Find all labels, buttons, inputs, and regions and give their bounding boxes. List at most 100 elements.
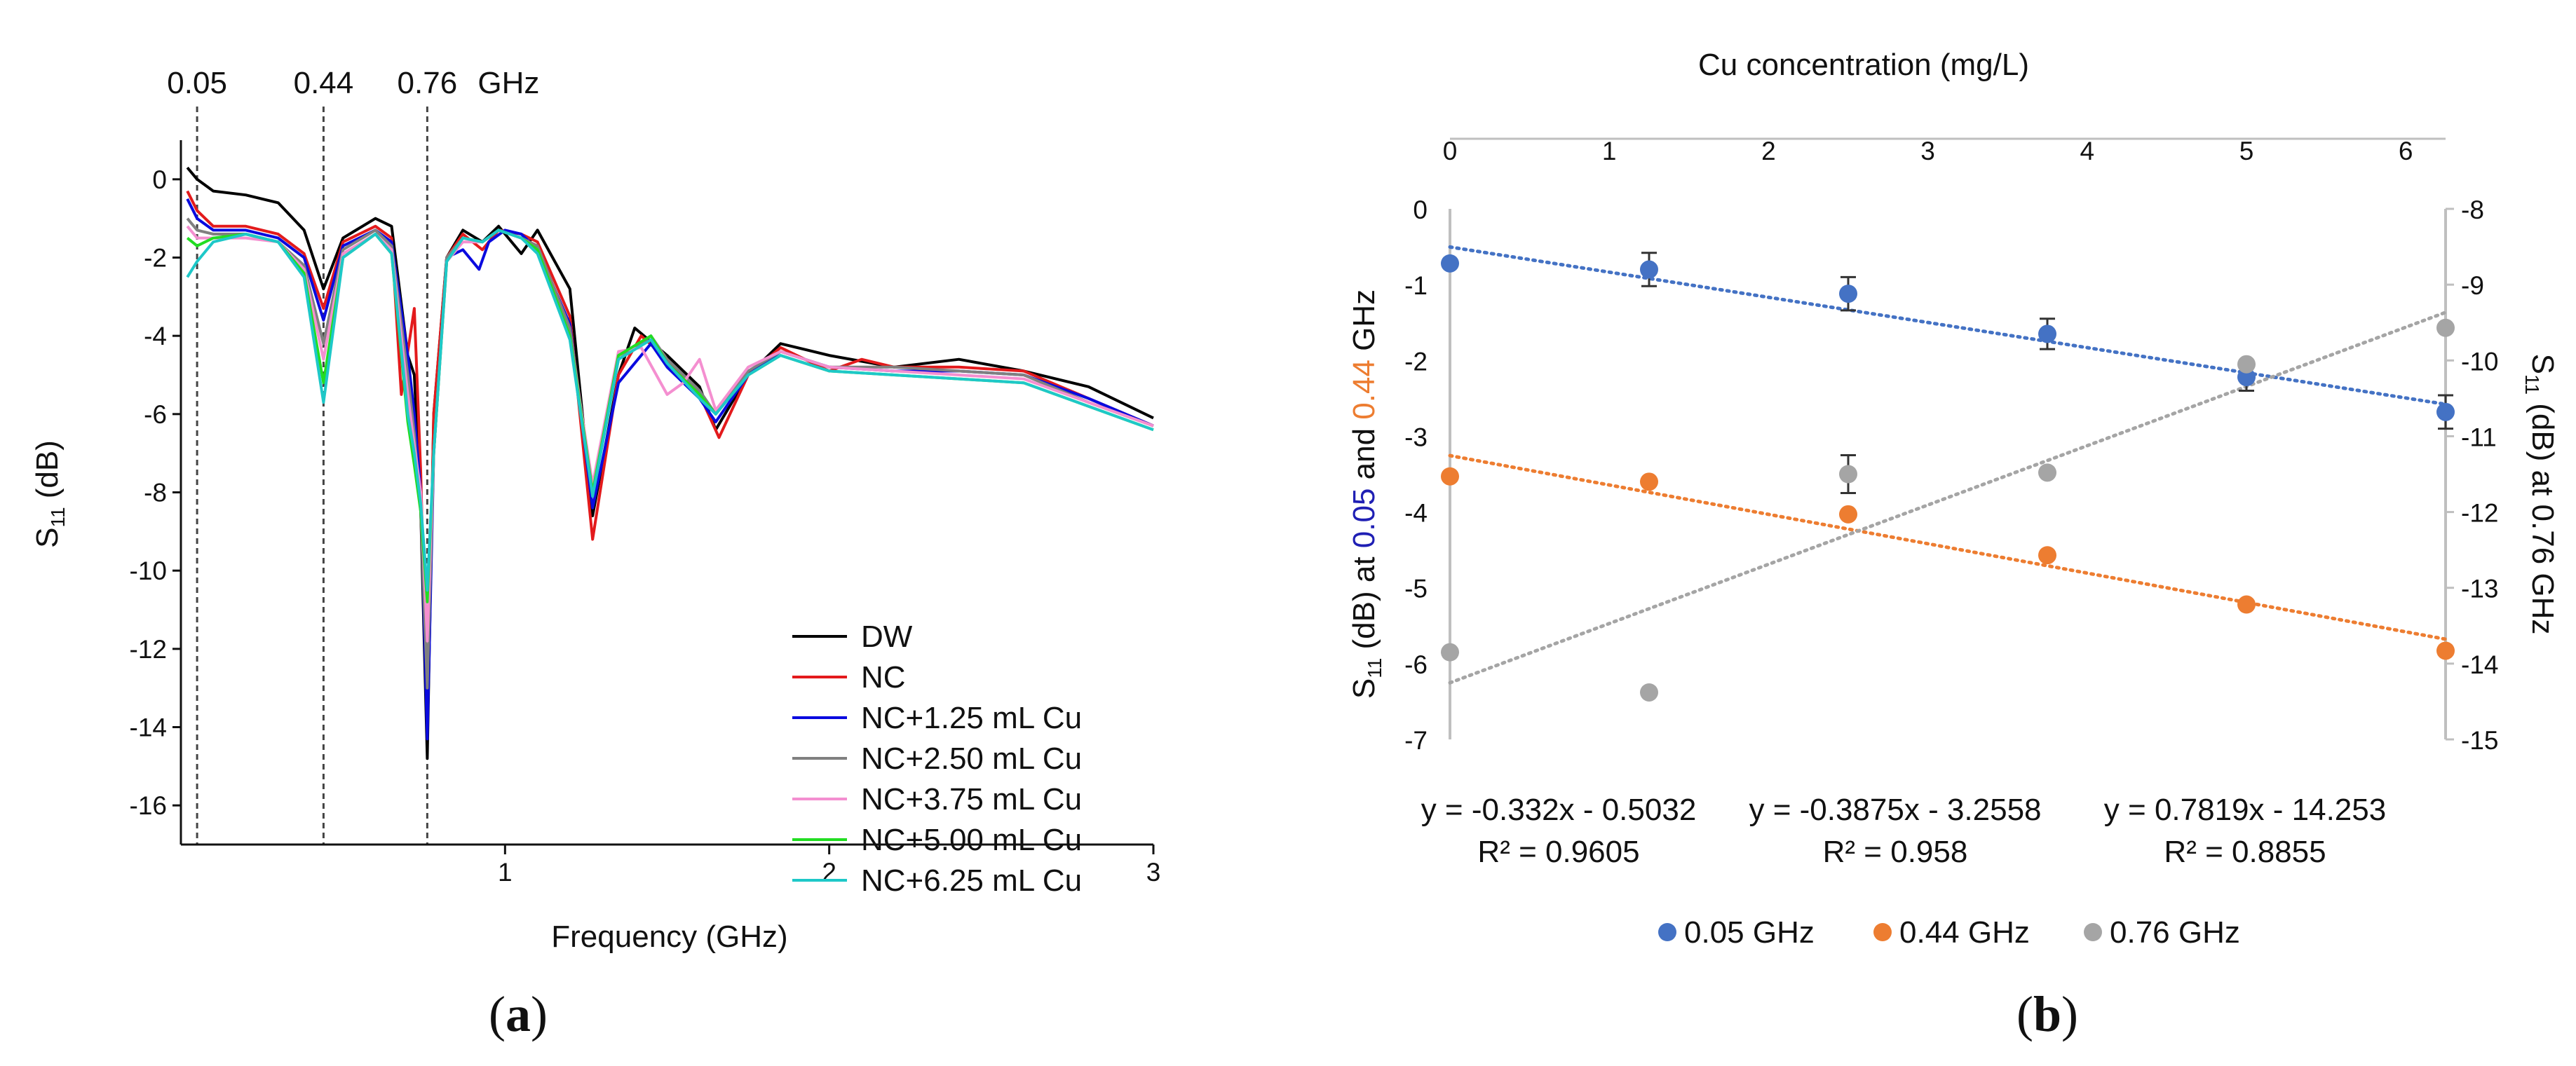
b-point-0-05-ghz [1441, 254, 1459, 273]
b-point-0-05-ghz [1640, 260, 1658, 279]
b-point-0-76-ghz [1441, 643, 1459, 662]
b-trendline-0-44-ghz [1448, 453, 2448, 641]
a-legend: DW NC NC+1.25 mL Cu NC+2.50 mL Cu NC+3.75 mL… [792, 620, 1082, 898]
b-point-0-05-ghz [1839, 285, 1857, 303]
a-y-axis-title-subscript: 11 [47, 507, 69, 527]
b-point-0-05-ghz [2436, 402, 2455, 421]
a-y-tick-label: -14 [130, 713, 167, 742]
b-left-tick-label: -1 [1404, 271, 1428, 300]
b-point-0-44-ghz [2038, 546, 2056, 565]
b-left-tick-label: -2 [1404, 347, 1428, 376]
b-left-tick-label: -7 [1404, 726, 1428, 755]
a-axes: 0 -2 -4 -6 -8 -10 -12 -14 -16 1 2 3 [130, 140, 1161, 887]
b-top-tick-label: 6 [2399, 137, 2413, 165]
a-legend-label-nc-1-25-ml-cu: NC+1.25 mL Cu [861, 701, 1082, 735]
b-legend-label-0-76-ghz: 0.76 GHz [2110, 915, 2240, 950]
b-point-0-05-ghz [2038, 324, 2056, 343]
b-r-squared-0-76-ghz: R² = 0.8855 [2164, 835, 2326, 869]
a-marker-label-0-05: 0.05 [167, 66, 227, 100]
b-right-y-axis-title: S11 (dB) at 0.76 GHz [2521, 354, 2560, 635]
b-top-axis-title: Cu concentration (mg/L) [1698, 48, 2029, 82]
b-axes: 0 1 2 3 4 5 6 0 -1 -2 -3 -4 -5 -6 -7 -8 -9 -10 -11 -12 -13 -1… [1404, 137, 2498, 755]
b-r-squared-0-44-ghz: R² = 0.958 [1823, 835, 1968, 869]
b-right-tick-label: -13 [2461, 575, 2498, 603]
b-regression-equations: y = -0.332x - 0.5032 R² = 0.9605 y = -0.38… [1421, 793, 2387, 869]
a-y-tick-label: -2 [144, 244, 167, 273]
a-y-tick-label: 0 [152, 165, 167, 194]
b-trendlines [1448, 245, 2448, 685]
a-x-tick-label: 3 [1146, 858, 1161, 887]
b-legend-label-0-44-ghz: 0.44 GHz [1899, 915, 2030, 950]
b-point-0-76-ghz [2038, 463, 2056, 482]
a-x-tick-label: 2 [822, 858, 836, 887]
b-trendline-0-05-ghz [1448, 245, 2448, 406]
b-left-tick-label: -6 [1404, 650, 1428, 679]
a-y-tick-label: -4 [144, 322, 167, 350]
a-legend-label-nc-6-25-ml-cu: NC+6.25 mL Cu [861, 863, 1082, 898]
b-right-tick-label: -12 [2461, 499, 2498, 528]
panel-a: 0.05 0.44 0.76 0 -2 -4 -6 -8 -10 -12 -14 -16 1 2 3 GH… [30, 66, 1160, 1042]
b-legend-label-0-05-ghz: 0.05 GHz [1684, 915, 1815, 950]
a-marker-label-0-44: 0.44 [294, 66, 354, 100]
b-right-tick-label: -9 [2461, 271, 2484, 300]
b-equation-0-05-ghz: y = -0.332x - 0.5032 [1421, 793, 1697, 827]
a-legend-label-nc-5-00-ml-cu: NC+5.00 mL Cu [861, 823, 1082, 857]
b-right-tick-label: -11 [2461, 423, 2497, 451]
b-right-tick-label: -10 [2461, 347, 2498, 376]
b-point-0-76-ghz [1640, 683, 1658, 702]
a-y-tick-label: -8 [144, 479, 167, 507]
b-point-0-44-ghz [1640, 472, 1658, 491]
a-legend-label-nc: NC [861, 660, 906, 695]
a-x-axis-title: Frequency (GHz) [551, 920, 787, 954]
a-marker-label-0-76: 0.76 [398, 66, 458, 100]
b-right-tick-label: -8 [2461, 196, 2484, 224]
a-legend-label-nc-3-75-ml-cu: NC+3.75 mL Cu [861, 782, 1082, 816]
b-panel-caption: (b) [2016, 986, 2078, 1042]
b-right-tick-label: -14 [2461, 650, 2498, 679]
a-series-group [186, 166, 1154, 760]
b-left-tick-label: 0 [1413, 196, 1428, 224]
a-series-nc-6-25-ml-cu [186, 228, 1154, 592]
b-left-y-axis-title: S11 (dB) at 0.05 and 0.44 GHz [1347, 289, 1385, 699]
a-series-dw [186, 166, 1154, 760]
b-top-tick-label: 1 [1602, 137, 1617, 165]
a-y-axis-title: S11 (dB) [30, 440, 69, 548]
b-right-tick-label: -15 [2461, 726, 2498, 755]
b-legend-marker-0-05-ghz [1658, 923, 1676, 941]
a-x-tick-label: 1 [498, 858, 513, 887]
b-trendline-0-76-ghz [1448, 310, 2448, 685]
b-point-0-05-ghz [2237, 368, 2256, 387]
b-top-tick-label: 4 [2080, 137, 2095, 165]
b-point-0-44-ghz [1441, 467, 1459, 486]
b-equation-0-76-ghz: y = 0.7819x - 14.253 [2104, 793, 2386, 827]
b-legend-marker-0-76-ghz [2084, 923, 2102, 941]
a-marker-unit-label: GHz [477, 66, 539, 100]
b-legend-marker-0-44-ghz [1873, 923, 1892, 941]
a-panel-caption: (a) [489, 986, 548, 1042]
b-left-tick-label: -5 [1404, 575, 1428, 603]
b-left-tick-label: -4 [1404, 499, 1428, 528]
b-point-0-44-ghz [2237, 595, 2256, 614]
a-y-tick-label: -10 [130, 556, 167, 585]
b-point-0-76-ghz [2436, 318, 2455, 337]
b-point-0-44-ghz [2436, 641, 2455, 660]
b-point-0-76-ghz [1839, 465, 1857, 484]
a-legend-label-nc-2-50-ml-cu: NC+2.50 mL Cu [861, 742, 1082, 776]
b-legend: 0.05 GHz 0.44 GHz 0.76 GHz [1658, 915, 2240, 950]
a-legend-label-dw: DW [861, 620, 913, 654]
b-top-tick-label: 3 [1920, 137, 1935, 165]
b-data-points [1441, 252, 2455, 702]
panel-b: Cu concentration (mg/L) 0 1 2 3 4 5 6 0 -1 -2 -3 -4… [1347, 48, 2560, 1042]
b-top-tick-label: 2 [1761, 137, 1776, 165]
a-y-tick-label: -16 [130, 791, 167, 820]
a-y-tick-label: -6 [144, 400, 167, 429]
b-top-tick-label: 5 [2239, 137, 2254, 165]
b-equation-0-44-ghz: y = -0.3875x - 3.2558 [1749, 793, 2041, 827]
b-left-tick-label: -3 [1404, 423, 1428, 451]
a-y-tick-label: -12 [130, 635, 167, 664]
b-point-0-76-ghz [2237, 355, 2256, 374]
b-point-0-44-ghz [1839, 505, 1857, 524]
b-top-tick-label: 0 [1443, 137, 1458, 165]
